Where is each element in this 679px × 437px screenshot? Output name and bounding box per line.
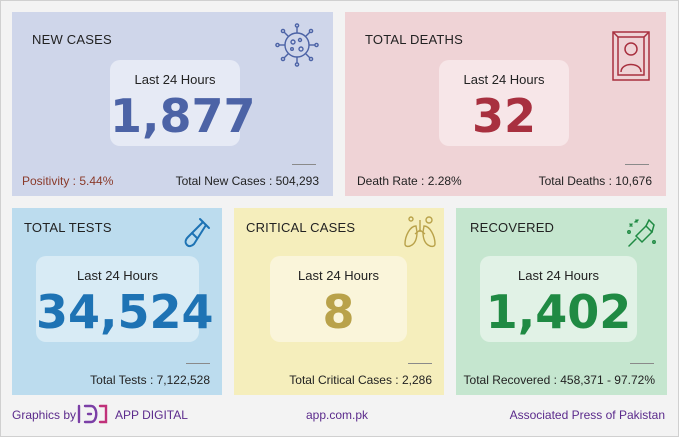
new-cases-value: 1,877 <box>110 89 256 143</box>
death-rate-stat: Death Rate : 2.28% <box>357 174 462 188</box>
website-link[interactable]: app.com.pk <box>306 408 369 422</box>
recovered-period-label: Last 24 Hours <box>518 268 599 283</box>
new-cases-highlight: Last 24 Hours 1,877 <box>110 60 256 146</box>
total-deaths-highlight: Last 24 Hours 32 <box>439 60 569 146</box>
graphics-by-label: Graphics by <box>12 408 77 422</box>
recovered-card: RECOVERED Last 24 Hours 1,402 Total Reco… <box>456 208 667 395</box>
total-deaths-stat: Total Deaths : 10,676 <box>538 174 652 188</box>
test-tube-icon <box>184 218 210 248</box>
total-new-cases-stat: Total New Cases : 504,293 <box>175 174 319 188</box>
critical-cases-highlight: Last 24 Hours 8 <box>270 256 407 342</box>
divider <box>630 363 654 364</box>
publisher-name: Associated Press of Pakistan <box>509 408 665 422</box>
lungs-icon <box>404 216 436 248</box>
total-tests-period-label: Last 24 Hours <box>77 268 158 283</box>
divider <box>625 164 649 165</box>
memorial-portrait-icon <box>612 31 650 81</box>
brand-name: APP DIGITAL <box>115 408 188 422</box>
total-tests-highlight: Last 24 Hours 34,524 <box>36 256 214 342</box>
total-tests-stat: Total Tests : 7,122,528 <box>90 373 210 387</box>
app-digital-logo <box>77 404 108 424</box>
total-deaths-period-label: Last 24 Hours <box>463 72 545 87</box>
divider <box>408 363 432 364</box>
recovered-highlight: Last 24 Hours 1,402 <box>480 256 637 342</box>
critical-cases-value: 8 <box>322 285 355 339</box>
new-cases-card: NEW CASES Last 24 Hours 1,877 Positivity… <box>12 12 333 196</box>
total-tests-title: TOTAL TESTS <box>24 220 112 235</box>
total-tests-value: 34,524 <box>36 285 214 339</box>
recovered-value: 1,402 <box>485 285 632 339</box>
total-deaths-card: TOTAL DEATHS Last 24 Hours 32 Death Rate… <box>345 12 666 196</box>
new-cases-period-label: Last 24 Hours <box>134 72 216 87</box>
positivity-stat: Positivity : 5.44% <box>22 174 114 188</box>
recovered-title: RECOVERED <box>470 220 555 235</box>
total-deaths-title: TOTAL DEATHS <box>365 32 463 47</box>
critical-cases-period-label: Last 24 Hours <box>298 268 379 283</box>
total-deaths-value: 32 <box>471 89 536 143</box>
divider <box>292 164 316 165</box>
divider <box>186 363 210 364</box>
virus-icon <box>275 23 319 67</box>
critical-cases-title: CRITICAL CASES <box>246 220 356 235</box>
critical-cases-card: CRITICAL CASES Last 24 Hours 8 Total Cri… <box>234 208 444 395</box>
total-critical-cases-stat: Total Critical Cases : 2,286 <box>289 373 432 387</box>
sanitizer-icon <box>627 218 656 247</box>
total-tests-card: TOTAL TESTS Last 24 Hours 34,524 Total T… <box>12 208 222 395</box>
total-recovered-stat: Total Recovered : 458,371 - 97.72% <box>463 373 655 387</box>
new-cases-title: NEW CASES <box>32 32 112 47</box>
